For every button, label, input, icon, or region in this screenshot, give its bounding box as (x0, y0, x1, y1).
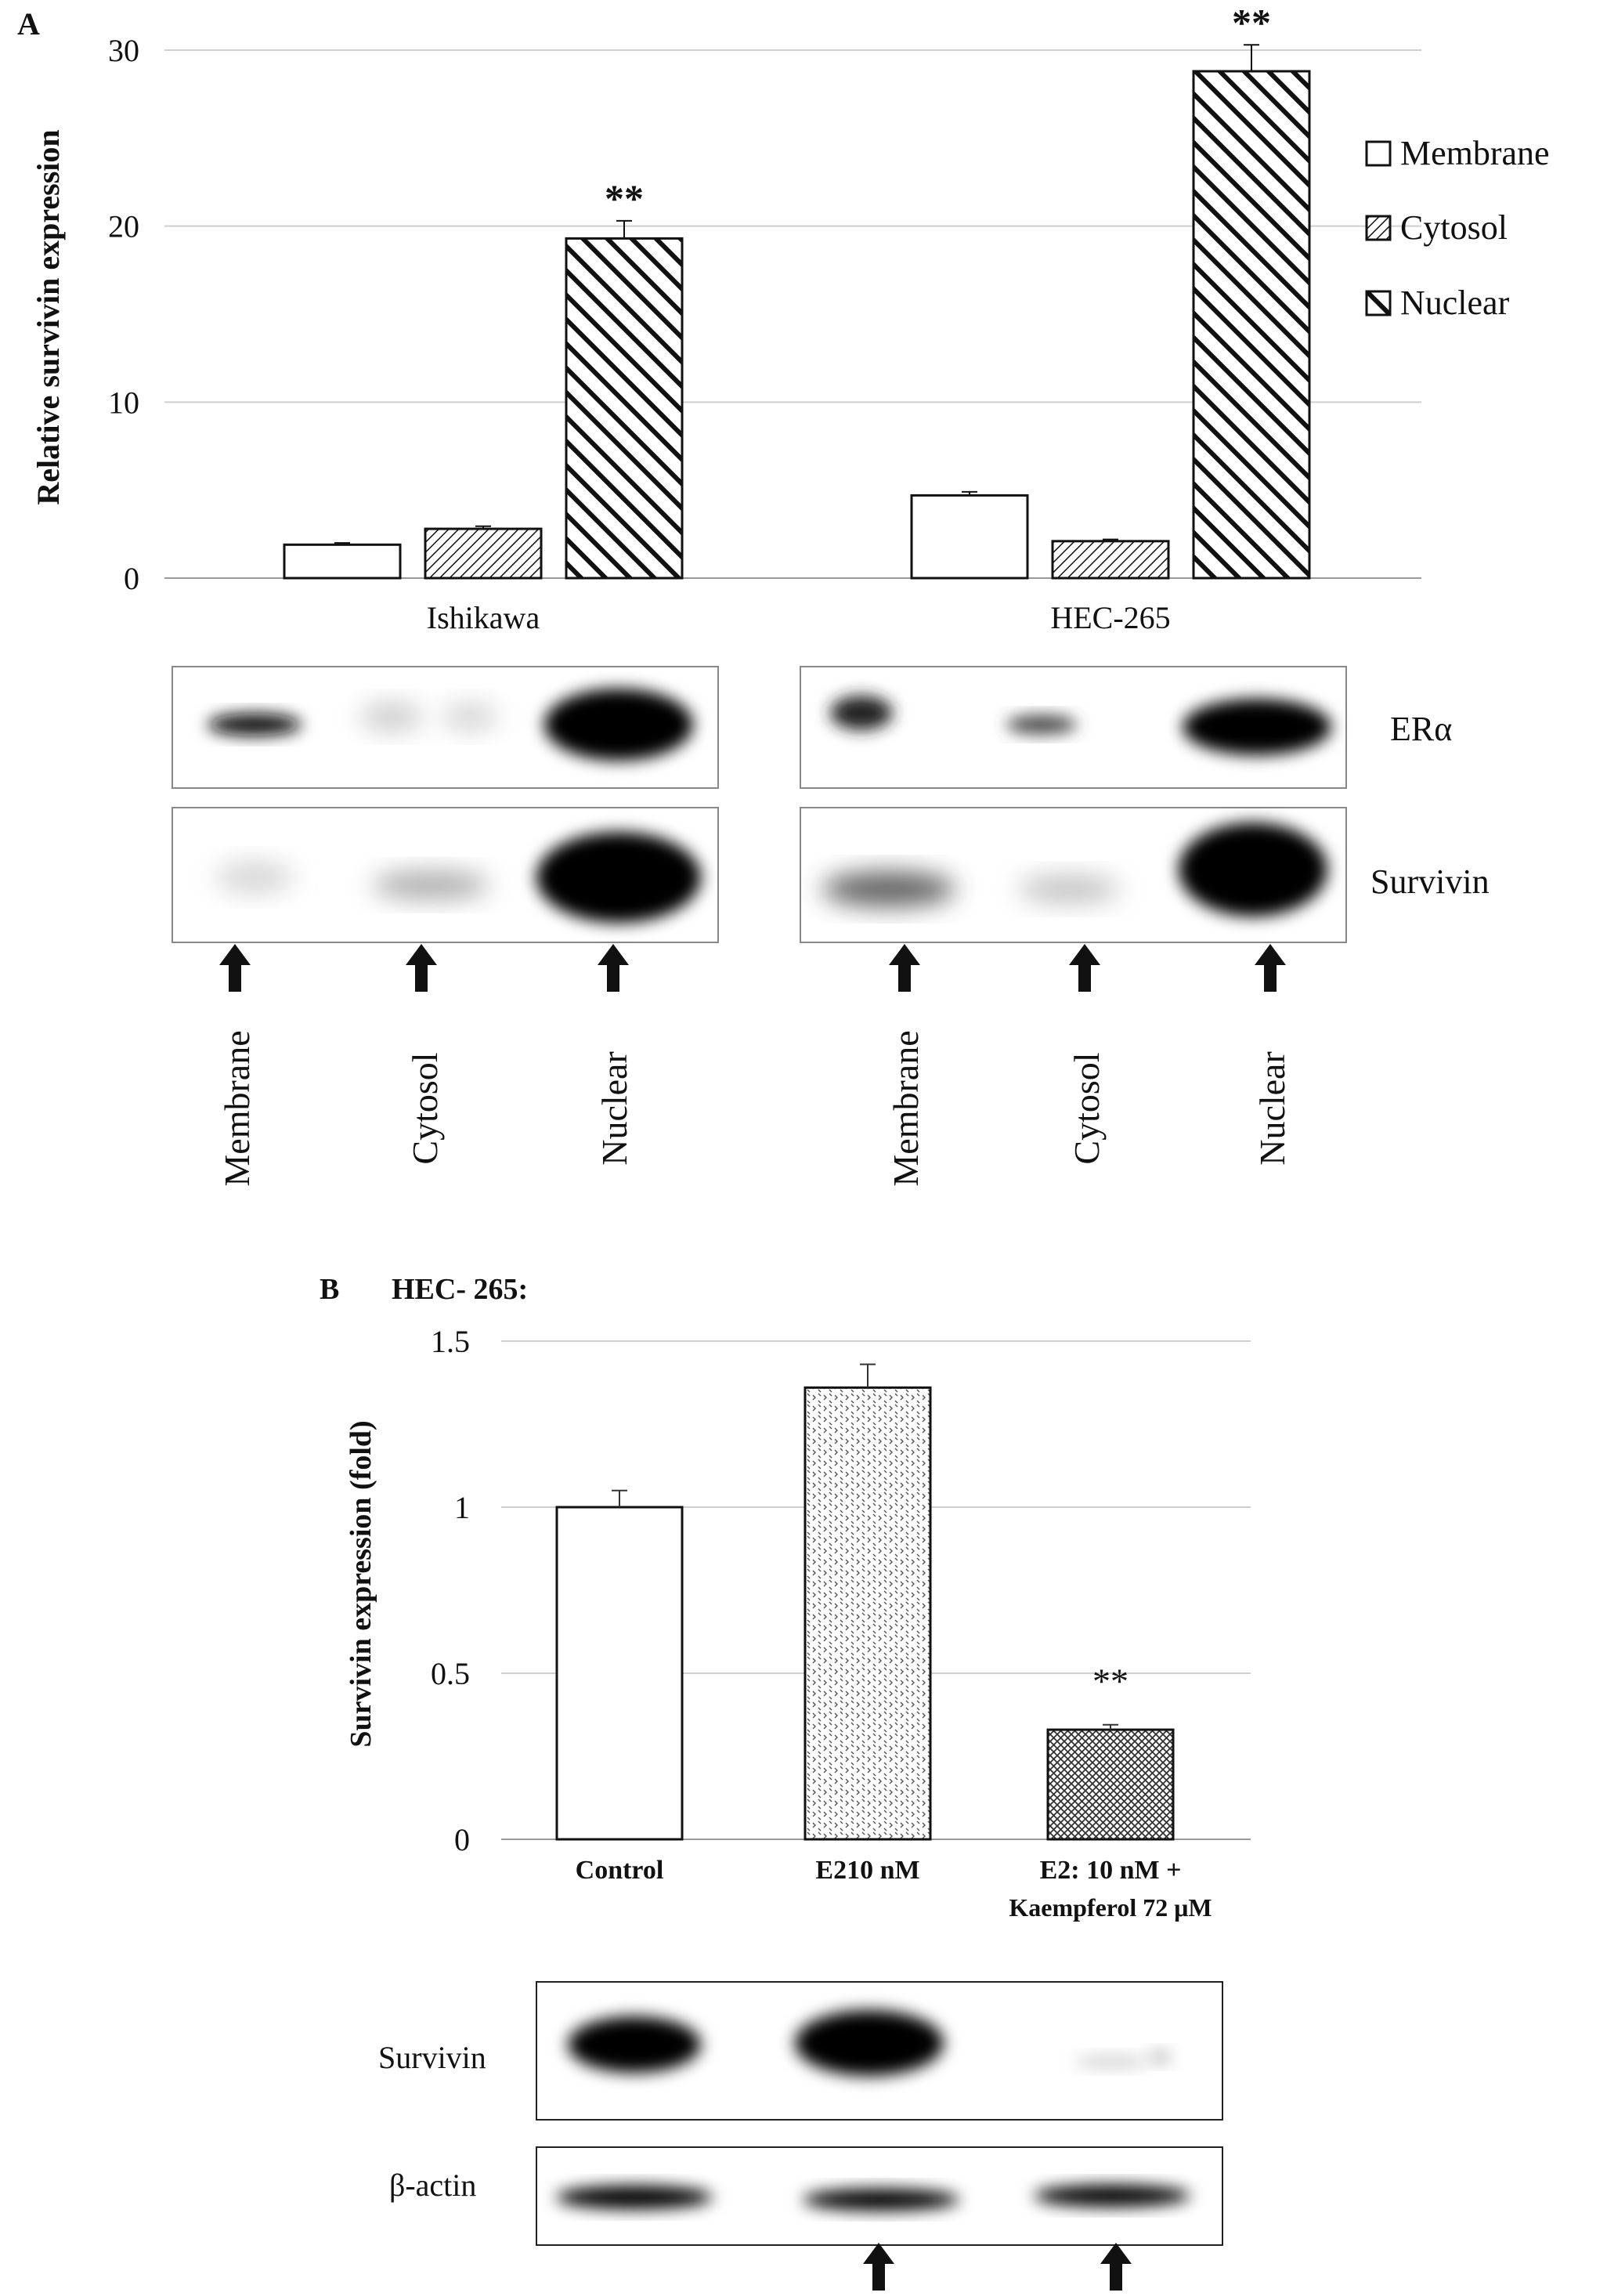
legend-label-nuclear: Nuclear (1400, 284, 1510, 322)
blot-a-label-era: ERα (1390, 710, 1452, 748)
bar-nuclear-ishikawa (565, 237, 684, 580)
lane-arrow (1255, 944, 1286, 992)
bar-cytosol-hec-265 (1051, 540, 1170, 580)
y-tick-label: 0.5 (431, 1656, 470, 1691)
legend-swatch-membrane (1365, 140, 1392, 167)
lane-label-cytosol: Cytosol (405, 1052, 445, 1164)
lane-arrow (406, 944, 437, 992)
bar-cytosol-ishikawa (424, 527, 543, 580)
x-tick-label: HEC-265 (1050, 600, 1170, 635)
lane-label-nuclear: Nuclear (594, 1051, 634, 1166)
lane-label-membrane: Membrane (217, 1030, 257, 1186)
lane-arrow (598, 944, 629, 992)
legend-label-membrane: Membrane (1400, 134, 1550, 172)
bar-membrane-ishikawa (283, 543, 402, 580)
lane-label-membrane: Membrane (886, 1030, 926, 1186)
y-tick-label: 30 (108, 33, 139, 68)
x-tick-label: Ishikawa (427, 600, 540, 635)
x-tick-label: Control (576, 1856, 664, 1885)
blot-b-label-beta-actin: β-actin (389, 2168, 476, 2203)
significance-marker: ** (605, 176, 644, 220)
blot-a-survivin-hec265 (800, 807, 1347, 943)
bar-membrane-hec-265 (910, 494, 1029, 580)
lane-arrow (1100, 2243, 1132, 2291)
blot-b-survivin (536, 1981, 1223, 2121)
panel-a-label: A (17, 6, 40, 42)
y-tick-label: 1 (454, 1490, 470, 1525)
chart-b: 0 0.5 1 1.5 Control E210 nM E2: 10 nM + ** (431, 1324, 1251, 1885)
y-tick-label: 1.5 (431, 1324, 470, 1359)
legend-a: Membrane Cytosol Nuclear (1365, 134, 1550, 322)
panel-b-cell-line: HEC- 265: (392, 1273, 528, 1306)
lane-arrow (1069, 944, 1100, 992)
lane-arrow (889, 944, 920, 992)
y-tick-label: 0 (124, 561, 139, 596)
lane-label-nuclear: Nuclear (1252, 1051, 1292, 1166)
y-tick-label: 0 (454, 1822, 470, 1857)
legend-swatch-nuclear (1365, 290, 1392, 316)
bar-e210-nm (804, 1386, 932, 1841)
y-tick-label: 10 (108, 385, 139, 420)
panel-b-category-line2: Kaempferol 72 μM (1009, 1893, 1212, 1922)
blot-b-beta-actin (536, 2146, 1223, 2246)
lane-label-cytosol: Cytosol (1067, 1052, 1107, 1164)
panel-b-label: B (320, 1273, 339, 1306)
lane-arrow (863, 2243, 894, 2291)
blot-a-era-ishikawa (172, 666, 719, 789)
blot-a-era-hec265 (800, 666, 1347, 789)
x-tick-label: E2: 10 nM + (1040, 1856, 1182, 1885)
bar-e2-10-nm (1046, 1728, 1175, 1841)
significance-marker: ** (1092, 1661, 1129, 1701)
bar-nuclear-hec-265 (1192, 70, 1311, 580)
bar-control (555, 1506, 684, 1841)
legend-label-cytosol: Cytosol (1400, 208, 1508, 247)
chart-a: 0 10 20 30 Ishikawa HEC-265 ** ** (108, 0, 1421, 635)
panel-a-ylabel: Relative survivin expression (31, 129, 66, 504)
blot-a-survivin-ishikawa (172, 807, 719, 943)
y-tick-label: 20 (108, 209, 139, 244)
lane-arrow (219, 944, 251, 992)
significance-marker: ** (1232, 0, 1271, 44)
panel-b-ylabel: Survivin expression (fold) (345, 1420, 377, 1747)
blot-b-label-survivin: Survivin (378, 2040, 486, 2075)
blot-a-label-survivin: Survivin (1370, 862, 1490, 901)
legend-swatch-cytosol (1365, 215, 1392, 241)
x-tick-label: E210 nM (815, 1856, 919, 1885)
